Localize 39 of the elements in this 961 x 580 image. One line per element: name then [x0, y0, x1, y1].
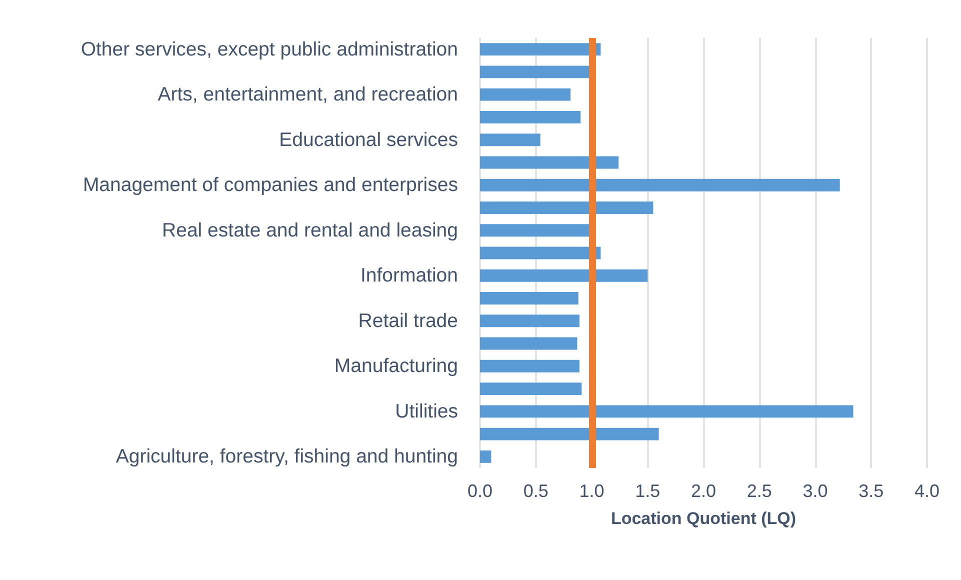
- x-axis-title: Location Quotient (LQ): [610, 509, 796, 528]
- bar: [480, 66, 590, 78]
- bar: [480, 314, 580, 328]
- x-tick-label: 1.5: [635, 481, 660, 501]
- bar: [480, 43, 601, 56]
- y-tick-label: Other services, except public administration: [80, 38, 458, 60]
- bar: [480, 178, 840, 192]
- bar: [480, 88, 571, 101]
- bar: [480, 428, 659, 440]
- x-tick-label: 3.0: [802, 481, 828, 501]
- y-tick-label: Management of companies and enterprises: [82, 174, 458, 196]
- bar: [480, 224, 590, 237]
- x-tick-label: 2.0: [690, 481, 716, 501]
- y-tick-label: Arts, entertainment, and recreation: [158, 84, 458, 106]
- x-tick-label: 0.5: [523, 481, 548, 501]
- bar: [480, 246, 601, 260]
- bar: [480, 269, 648, 282]
- y-tick-label: Educational services: [279, 128, 458, 151]
- x-tick-label: 4.0: [914, 481, 940, 501]
- bar: [480, 360, 580, 372]
- y-tick-label: Agriculture, forestry, fishing and hunting: [116, 446, 458, 468]
- bar: [480, 450, 492, 463]
- bar: [480, 292, 578, 304]
- bar: [480, 202, 654, 214]
- bar: [480, 156, 619, 169]
- bar: [480, 110, 581, 124]
- y-tick-label: Manufacturing: [334, 355, 458, 378]
- x-tick-label: 3.5: [858, 481, 884, 501]
- y-tick-label: Retail trade: [358, 310, 458, 332]
- y-tick-label: Information: [360, 264, 458, 287]
- x-tick-label: 0.0: [467, 481, 493, 501]
- bar: [480, 405, 854, 418]
- x-tick-label: 1.0: [579, 481, 604, 501]
- y-tick-label: Real estate and rental and leasing: [162, 219, 458, 242]
- bar: [480, 134, 540, 146]
- x-tick-label: 2.5: [746, 481, 772, 501]
- bar: [480, 382, 582, 396]
- bar: [480, 337, 578, 350]
- y-tick-label: Utilities: [395, 400, 458, 422]
